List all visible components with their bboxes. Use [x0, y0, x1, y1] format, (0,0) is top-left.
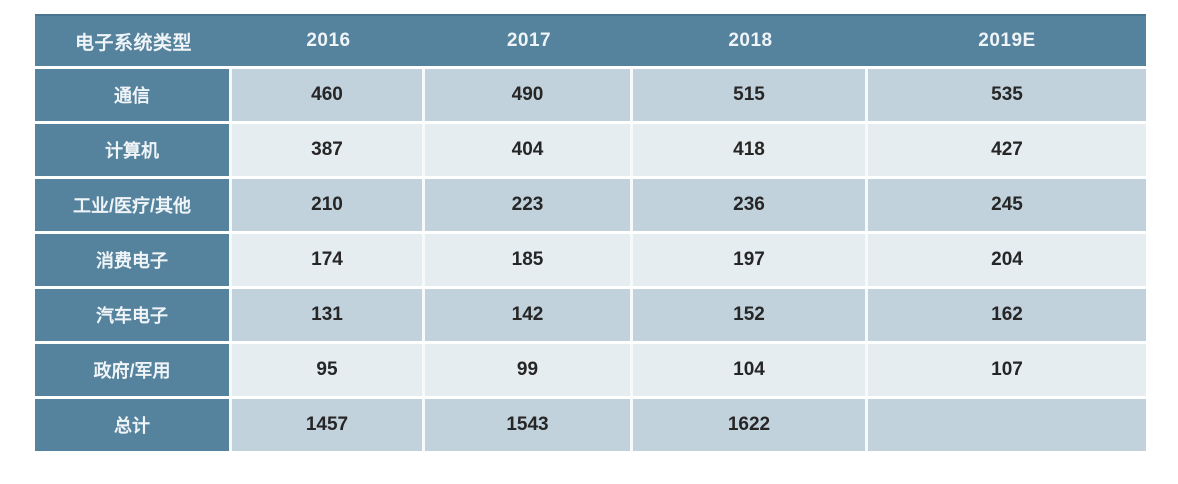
value-cell: 1543	[425, 399, 633, 451]
value-cell: 104	[633, 344, 868, 396]
value-cell: 197	[633, 234, 868, 286]
value-cell: 223	[425, 179, 633, 231]
row-label: 政府/军用	[35, 344, 232, 396]
value-cell: 427	[868, 124, 1146, 176]
table-row: 消费电子 174 185 197 204	[35, 234, 1146, 286]
row-label: 通信	[35, 69, 232, 121]
value-cell: 490	[425, 69, 633, 121]
value-cell: 1457	[232, 399, 425, 451]
table-body: 通信 460 490 515 535 计算机 387 404 418 427 工业/医疗/其他 210…	[35, 69, 1146, 451]
value-cell: 131	[232, 289, 425, 341]
value-cell: 515	[633, 69, 868, 121]
table-row: 通信 460 490 515 535	[35, 69, 1146, 121]
column-header-year: 2016	[306, 30, 351, 51]
table-row: 总计 1457 1543 1622	[35, 399, 1146, 451]
value-cell: 236	[633, 179, 868, 231]
row-label: 计算机	[35, 124, 232, 176]
column-header-category: 电子系统类型	[74, 32, 192, 54]
column-header-year: 2017	[506, 30, 552, 51]
value-cell: 204	[868, 234, 1146, 286]
row-label: 消费电子	[35, 234, 232, 286]
table-header-row: 电子系统类型 2016 2017 2018 2019E	[35, 14, 1146, 66]
table-row: 汽车电子 131 142 152 162	[35, 289, 1146, 341]
electronic-systems-table: 电子系统类型 2016 2017 2018 2019E 通信 460 490 515 535 计算…	[35, 14, 1146, 451]
table-row: 工业/医疗/其他 210 223 236 245	[35, 179, 1146, 231]
value-cell: 460	[232, 69, 425, 121]
value-cell: 174	[232, 234, 425, 286]
value-cell: 210	[232, 179, 425, 231]
column-header-year: 2019E	[978, 30, 1036, 51]
value-cell: 245	[868, 179, 1146, 231]
row-label: 汽车电子	[35, 289, 232, 341]
value-cell: 99	[425, 344, 633, 396]
value-cell: 142	[425, 289, 633, 341]
value-cell: 404	[425, 124, 633, 176]
value-cell: 418	[633, 124, 868, 176]
column-header-year: 2018	[728, 30, 773, 51]
value-cell: 162	[868, 289, 1146, 341]
value-cell: 185	[425, 234, 633, 286]
row-label: 工业/医疗/其他	[35, 179, 232, 231]
value-cell: 152	[633, 289, 868, 341]
value-cell: 95	[232, 344, 425, 396]
table-row: 计算机 387 404 418 427	[35, 124, 1146, 176]
table-row: 政府/军用 95 99 104 107	[35, 344, 1146, 396]
value-cell	[868, 399, 1146, 451]
row-label: 总计	[35, 399, 232, 451]
value-cell: 535	[868, 69, 1146, 121]
value-cell: 107	[868, 344, 1146, 396]
value-cell: 387	[232, 124, 425, 176]
value-cell: 1622	[633, 399, 868, 451]
